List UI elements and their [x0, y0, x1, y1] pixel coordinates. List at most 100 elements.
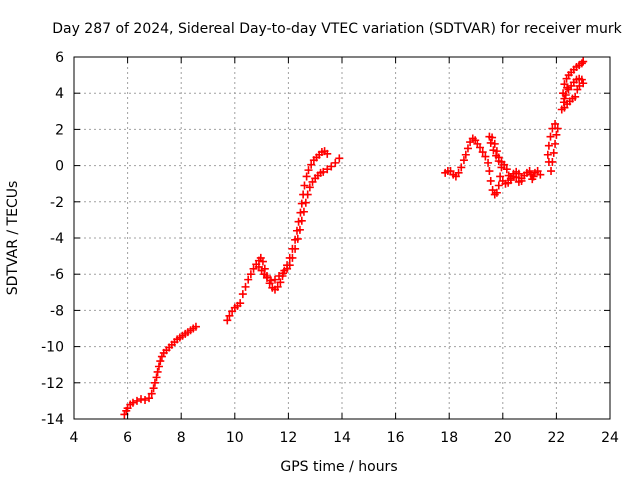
- x-tick-label: 16: [387, 430, 405, 446]
- data-point: [299, 207, 308, 216]
- chart-title: Day 287 of 2024, Sidereal Day-to-day VTE…: [52, 21, 622, 37]
- data-point: [223, 316, 232, 325]
- data-point: [244, 275, 253, 284]
- data-point: [481, 152, 490, 161]
- data-point: [494, 153, 503, 162]
- data-point: [500, 160, 509, 169]
- data-point: [238, 290, 247, 299]
- data-point: [494, 181, 503, 190]
- data-point: [191, 322, 200, 331]
- y-tick-label: -6: [50, 267, 64, 283]
- data-point: [485, 167, 494, 176]
- data-point: [291, 244, 300, 253]
- data-point: [246, 270, 255, 279]
- data-point: [335, 154, 344, 163]
- y-tick-label: 0: [55, 159, 64, 175]
- data-point: [547, 167, 556, 176]
- data-point: [293, 234, 302, 243]
- x-tick-label: 10: [226, 430, 244, 446]
- data-point: [307, 160, 316, 169]
- data-point: [454, 168, 463, 177]
- y-tick-label: -12: [41, 376, 64, 392]
- data-point: [331, 158, 340, 167]
- data-point: [285, 261, 294, 270]
- x-tick-label: 20: [494, 430, 512, 446]
- data-point: [536, 170, 545, 179]
- data-point: [156, 357, 165, 366]
- data-point: [484, 158, 493, 167]
- data-point: [302, 172, 311, 181]
- data-point: [486, 138, 495, 147]
- y-tick-label: -14: [41, 412, 64, 428]
- data-point: [296, 208, 305, 217]
- y-tick-label: 4: [55, 86, 64, 102]
- x-tick-label: 22: [547, 430, 565, 446]
- data-point: [132, 396, 141, 405]
- y-tick-label: 6: [55, 50, 64, 66]
- data-point: [559, 89, 568, 98]
- data-point: [262, 273, 271, 282]
- data-point: [546, 132, 555, 141]
- x-tick-label: 14: [333, 430, 351, 446]
- data-point: [490, 139, 499, 148]
- data-point: [249, 264, 258, 273]
- data-point: [273, 282, 282, 291]
- data-point: [551, 119, 560, 128]
- data-point: [575, 81, 584, 90]
- data-point: [459, 156, 468, 165]
- data-point: [279, 269, 288, 278]
- data-point: [319, 167, 328, 176]
- x-tick-label: 6: [123, 430, 132, 446]
- data-point: [271, 275, 279, 284]
- data-point: [297, 199, 306, 208]
- data-point: [543, 150, 552, 159]
- data-point: [492, 188, 501, 197]
- data-point: [492, 147, 501, 156]
- data-point: [476, 143, 485, 152]
- data-point: [577, 59, 586, 68]
- data-point: [295, 225, 304, 234]
- data-point: [304, 166, 313, 175]
- data-point: [563, 83, 572, 92]
- data-point: [461, 150, 470, 159]
- data-point: [571, 92, 580, 101]
- x-tick-label: 4: [70, 430, 79, 446]
- data-point: [154, 362, 163, 371]
- data-point: [549, 148, 558, 157]
- data-point: [150, 378, 159, 387]
- data-point: [236, 299, 245, 308]
- data-point: [300, 181, 309, 190]
- data-point: [525, 167, 534, 176]
- data-point: [579, 57, 588, 66]
- data-point: [301, 198, 310, 207]
- data-point: [147, 389, 156, 398]
- y-axis-label: SDTVAR / TECUs: [5, 181, 21, 296]
- data-point: [145, 394, 154, 403]
- x-tick-label: 18: [440, 430, 458, 446]
- data-point: [266, 276, 275, 285]
- data-point: [504, 178, 513, 187]
- data-point: [288, 253, 297, 262]
- data-point: [463, 144, 472, 153]
- x-tick-label: 8: [177, 430, 186, 446]
- data-point: [225, 311, 234, 320]
- data-point: [128, 398, 137, 407]
- x-tick-label: 24: [601, 430, 619, 446]
- data-point: [488, 133, 497, 142]
- data-point: [141, 395, 150, 404]
- data-point: [551, 139, 560, 148]
- y-tick-label: -10: [41, 340, 64, 356]
- data-point: [548, 124, 557, 133]
- data-point: [478, 148, 487, 157]
- data-point: [258, 257, 267, 266]
- data-point: [512, 173, 521, 182]
- data-point: [560, 94, 569, 103]
- data-point: [577, 75, 586, 84]
- data-point: [544, 157, 553, 166]
- data-point: [149, 384, 158, 393]
- data-point: [502, 165, 511, 174]
- data-point: [152, 373, 161, 382]
